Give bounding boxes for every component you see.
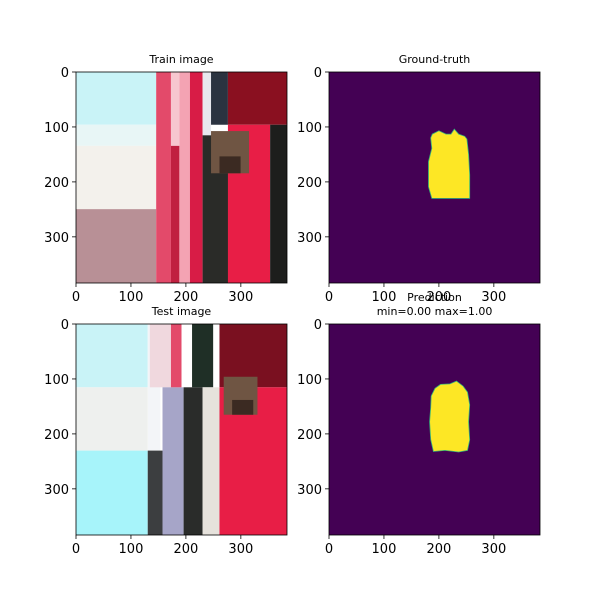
y-tick-label: 0 [61,318,69,333]
photo-region [76,450,148,535]
photo-region [76,209,157,283]
test-image-title: Test image [151,305,212,318]
photo-region [76,124,157,146]
y-tick-label: 200 [297,428,322,443]
prediction-axes-frame [328,323,541,536]
photo-region [147,450,163,535]
x-tick-label: 300 [481,290,506,305]
x-tick-label: 300 [228,542,253,557]
photo-region [202,72,212,136]
photo-region [156,72,171,283]
photo-region [192,324,214,388]
x-tick-label: 200 [426,542,451,557]
train-image-pixels [76,72,287,283]
photo-region [76,72,157,125]
y-tick-label: 300 [44,231,69,246]
y-tick-label: 0 [61,66,69,81]
y-tick-label: 100 [297,373,322,388]
photo-region [189,72,203,283]
y-tick-label: 300 [297,483,322,498]
photo-region [227,72,287,125]
ground-truth-axes-frame [328,71,541,284]
photo-region [76,387,148,451]
photo-region [219,156,241,174]
photo-region [179,72,190,283]
x-tick-label: 100 [119,290,144,305]
photo-region [76,324,148,388]
mask-region [429,380,471,453]
photo-region [76,145,157,210]
prediction-title: Prediction [407,291,462,304]
y-tick-label: 200 [44,428,69,443]
x-tick-label: 100 [372,542,397,557]
y-tick-label: 200 [297,176,322,191]
test-image-axes-frame [75,323,288,536]
photo-region [202,387,220,535]
y-tick-label: 100 [44,373,69,388]
test-image-pixels [76,324,287,535]
y-tick-label: 100 [44,121,69,136]
photo-region [232,399,254,415]
photo-region [270,124,287,283]
x-tick-label: 0 [72,542,80,557]
photo-region [211,72,228,125]
train-image-title: Train image [148,53,213,66]
x-tick-label: 100 [372,290,397,305]
photo-region [170,72,180,146]
x-tick-label: 0 [72,290,80,305]
y-tick-label: 200 [44,176,69,191]
x-tick-label: 200 [426,290,451,305]
x-tick-label: 0 [325,542,333,557]
x-tick-label: 100 [119,542,144,557]
photo-region [162,387,184,535]
y-tick-label: 300 [297,231,322,246]
photo-region [183,387,203,535]
x-tick-label: 0 [325,290,333,305]
photo-region [170,145,180,283]
photo-region [170,324,182,388]
x-tick-label: 200 [173,542,198,557]
prediction-title: min=0.00 max=1.00 [377,305,493,318]
y-tick-label: 0 [314,66,322,81]
train-image-axes-frame [75,71,288,284]
ground-truth-title: Ground-truth [399,53,471,66]
x-tick-label: 300 [481,542,506,557]
mask-region [428,128,471,199]
y-tick-label: 100 [297,121,322,136]
x-tick-label: 300 [228,290,253,305]
y-tick-label: 0 [314,318,322,333]
y-tick-label: 300 [44,483,69,498]
photo-region [149,324,171,388]
x-tick-label: 200 [173,290,198,305]
